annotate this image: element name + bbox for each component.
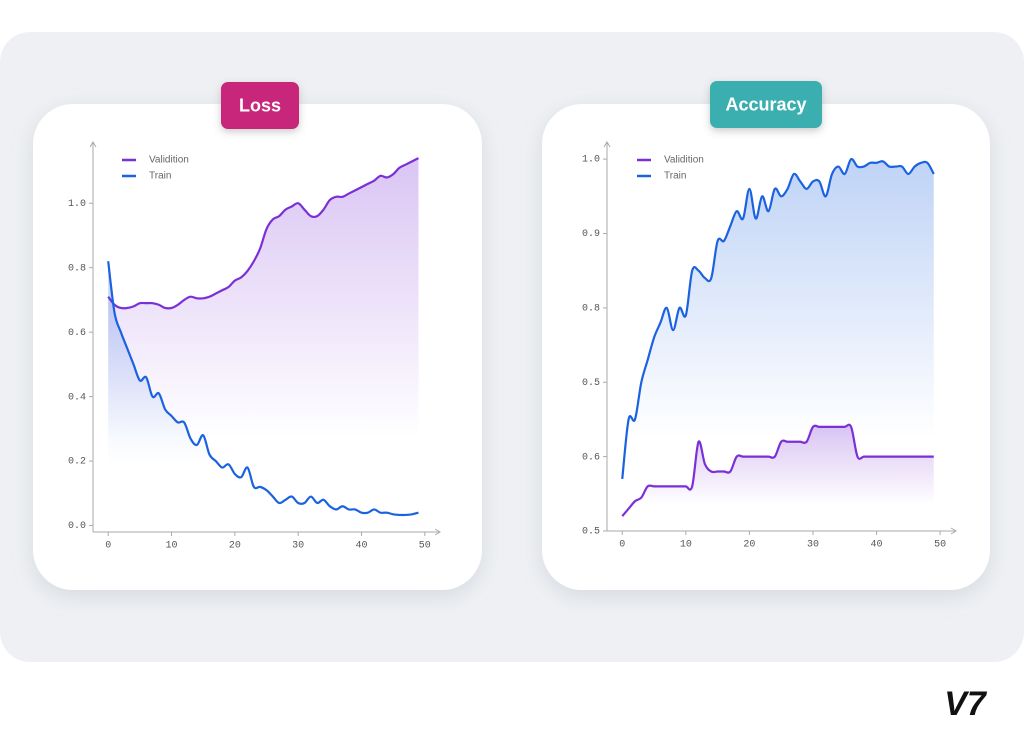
series-line (621, 157, 935, 480)
x-tick-label: 40 (871, 540, 883, 551)
x-tick-label: 0 (619, 540, 625, 551)
legend-label: Train (149, 171, 171, 182)
axis-arrow (434, 528, 441, 536)
x-tick-label: 40 (355, 541, 367, 552)
y-tick-label: 1.0 (582, 155, 600, 166)
x-tick-label: 30 (807, 540, 819, 551)
x-tick-label: 30 (292, 541, 304, 552)
y-tick-label: 0.5 (582, 527, 600, 538)
area (622, 158, 934, 525)
x-tick-label: 50 (419, 541, 431, 552)
legend-label: Validition (664, 155, 704, 166)
area (108, 261, 419, 526)
x-tick-label: 0 (105, 541, 111, 552)
y-tick-label: 0.8 (68, 263, 86, 274)
axis-arrow (89, 141, 97, 148)
x-tick-label: 50 (934, 540, 946, 551)
y-tick-label: 0.2 (68, 457, 86, 468)
series-line (107, 261, 419, 517)
x-tick-label: 20 (229, 541, 241, 552)
axis-arrow (603, 141, 611, 148)
title-badge (710, 81, 822, 128)
y-tick-label: 0.9 (582, 229, 600, 240)
chart-title: Loss (239, 95, 281, 115)
x-tick-label: 20 (743, 540, 755, 551)
y-tick-label: 1.0 (68, 199, 86, 210)
y-tick-label: 0.6 (582, 452, 600, 463)
series-line (107, 157, 419, 310)
chart-title: Accuracy (725, 94, 806, 114)
y-tick-label: 0.5 (582, 378, 600, 389)
x-tick-label: 10 (166, 541, 178, 552)
brand-logo: V7 (944, 685, 988, 723)
legend-label: Validition (149, 155, 189, 166)
y-tick-label: 0.4 (68, 392, 86, 403)
x-tick-label: 10 (680, 540, 692, 551)
axis-arrow (950, 527, 957, 535)
title-badge (221, 82, 299, 129)
y-tick-label: 0.8 (582, 304, 600, 315)
legend-label: Train (664, 171, 686, 182)
y-tick-label: 0.6 (68, 328, 86, 339)
y-tick-label: 0.0 (68, 521, 86, 532)
